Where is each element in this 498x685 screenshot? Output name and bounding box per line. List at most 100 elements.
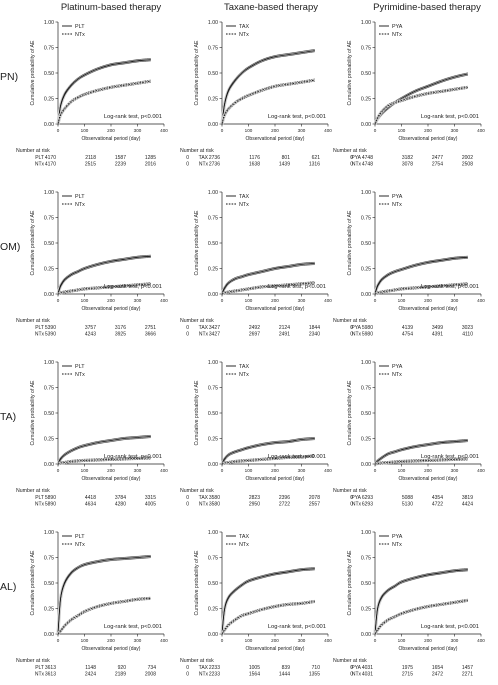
km-curve-ntx bbox=[374, 458, 468, 465]
legend-label-drug: PYA bbox=[392, 194, 403, 200]
ci-lower-ntx bbox=[374, 601, 468, 636]
risk-count: 4110 bbox=[462, 332, 473, 338]
risk-row-label: NTx bbox=[199, 672, 209, 678]
ci-upper-ntx bbox=[57, 282, 151, 294]
y-axis-title: Cumulative probability of AE bbox=[194, 210, 200, 275]
y-tick-label: 0.25 bbox=[44, 266, 54, 272]
legend-label-drug: TAX bbox=[239, 364, 249, 370]
legend-label-ntx: NTx bbox=[239, 202, 249, 208]
logrank-annotation: Log-rank test, p<0.001 bbox=[104, 284, 162, 290]
y-tick-label: 0.00 bbox=[208, 292, 218, 298]
ci-lower-ntx bbox=[221, 456, 315, 466]
logrank-annotation: Log-rank test, p<0.001 bbox=[421, 114, 479, 120]
y-tick-label: 1.00 bbox=[44, 360, 54, 366]
km-curve-tax bbox=[221, 438, 315, 465]
risk-row-label: NTx bbox=[35, 502, 45, 508]
y-axis-title: Cumulative probability of AE bbox=[30, 550, 36, 615]
x-tick-label: 200 bbox=[424, 128, 432, 133]
x-tick-label: 100 bbox=[81, 468, 89, 473]
y-tick-label: 1.00 bbox=[208, 190, 218, 196]
risk-count: 839 bbox=[282, 665, 291, 671]
y-tick-label: 0.25 bbox=[361, 96, 371, 102]
y-tick-label: 0.25 bbox=[208, 606, 218, 612]
ci-upper-plt bbox=[57, 555, 151, 633]
risk-count: 2118 bbox=[85, 155, 96, 161]
ci-lower-ntx bbox=[374, 459, 468, 466]
ci-upper-tax bbox=[221, 567, 315, 633]
risk-count: 3176 bbox=[115, 325, 126, 331]
risk-count: 4748 bbox=[362, 155, 373, 161]
x-tick-label: 0 bbox=[57, 128, 60, 133]
x-tick-label: 200 bbox=[424, 298, 432, 303]
y-tick-label: 0.00 bbox=[44, 292, 54, 298]
risk-count: 3315 bbox=[145, 495, 156, 501]
ci-lower-tax bbox=[221, 264, 315, 296]
risk-row-label: NTx bbox=[35, 332, 45, 338]
risk-count: 2477 bbox=[432, 155, 443, 161]
x-tick-label: 300 bbox=[451, 298, 459, 303]
risk-count: 6293 bbox=[362, 495, 373, 501]
legend-label-drug: TAX bbox=[239, 194, 249, 200]
risk-count: 5088 bbox=[402, 495, 413, 501]
x-tick-label: 100 bbox=[398, 298, 406, 303]
x-tick-label: 200 bbox=[107, 468, 115, 473]
x-tick-label: 400 bbox=[477, 128, 485, 133]
y-tick-label: 0.50 bbox=[361, 71, 371, 77]
x-tick-label: 0 bbox=[221, 128, 224, 133]
ci-band-plt bbox=[56, 554, 151, 635]
risk-count: 2233 bbox=[209, 672, 220, 678]
risk-count: 0 bbox=[350, 332, 353, 338]
risk-table-title: Number at risk bbox=[333, 658, 367, 664]
logrank-annotation: Log-rank test, p<0.001 bbox=[104, 114, 162, 120]
risk-row-label: NTx bbox=[199, 332, 209, 338]
risk-row-label: PLT bbox=[35, 155, 44, 161]
risk-count: 2736 bbox=[209, 155, 220, 161]
x-tick-label: 100 bbox=[398, 638, 406, 643]
x-tick-label: 400 bbox=[160, 128, 168, 133]
risk-count: 0 bbox=[350, 495, 353, 501]
risk-count: 5130 bbox=[402, 502, 413, 508]
risk-count: 4170 bbox=[45, 162, 56, 168]
risk-count: 3666 bbox=[145, 332, 156, 338]
logrank-annotation: Log-rank test, p<0.001 bbox=[268, 114, 326, 120]
y-tick-label: 0.25 bbox=[361, 436, 371, 442]
y-tick-label: 0.25 bbox=[44, 436, 54, 442]
y-tick-label: 0.25 bbox=[361, 606, 371, 612]
ci-lower-ntx bbox=[57, 284, 151, 296]
risk-count: 2491 bbox=[279, 332, 290, 338]
x-tick-label: 0 bbox=[374, 468, 377, 473]
y-tick-label: 0.75 bbox=[44, 385, 54, 391]
ci-upper-plt bbox=[57, 435, 151, 463]
x-axis-title: Observational period (day) bbox=[246, 646, 305, 652]
y-tick-label: 0.50 bbox=[361, 411, 371, 417]
x-tick-label: 100 bbox=[245, 128, 253, 133]
ci-upper-pya bbox=[374, 439, 468, 463]
risk-count: 2271 bbox=[462, 672, 473, 678]
risk-table-title: Number at risk bbox=[16, 318, 50, 324]
y-axis-title: Cumulative probability of AE bbox=[30, 40, 36, 105]
risk-row-label: NTx bbox=[352, 502, 362, 508]
y-tick-label: 0.75 bbox=[361, 45, 371, 51]
legend-label-drug: PLT bbox=[75, 194, 85, 200]
risk-count: 5980 bbox=[362, 325, 373, 331]
risk-count: 1316 bbox=[309, 162, 320, 168]
risk-count: 3757 bbox=[85, 325, 96, 331]
legend-label-ntx: NTx bbox=[392, 372, 402, 378]
logrank-annotation: Log-rank test, p<0.001 bbox=[104, 454, 162, 460]
x-tick-label: 0 bbox=[57, 638, 60, 643]
risk-count: 2239 bbox=[115, 162, 126, 168]
y-tick-label: 0.00 bbox=[44, 122, 54, 128]
y-axis-title: Cumulative probability of AE bbox=[194, 40, 200, 105]
km-panel-tax-4: 0.00 0.25 0.50 0.75 1.00 0 100 200 300 400 Cumulat… bbox=[180, 530, 353, 678]
risk-count: 0 bbox=[350, 162, 353, 168]
y-tick-label: 0.75 bbox=[208, 45, 218, 51]
x-tick-label: 100 bbox=[81, 128, 89, 133]
x-tick-label: 300 bbox=[298, 298, 306, 303]
y-tick-label: 0.50 bbox=[361, 581, 371, 587]
risk-row-label: TAX bbox=[199, 665, 209, 671]
risk-count: 4748 bbox=[362, 162, 373, 168]
risk-count: 2396 bbox=[279, 495, 290, 501]
risk-count: 4424 bbox=[462, 502, 473, 508]
x-axis-title: Observational period (day) bbox=[82, 646, 141, 652]
risk-row-label: PLT bbox=[35, 495, 44, 501]
